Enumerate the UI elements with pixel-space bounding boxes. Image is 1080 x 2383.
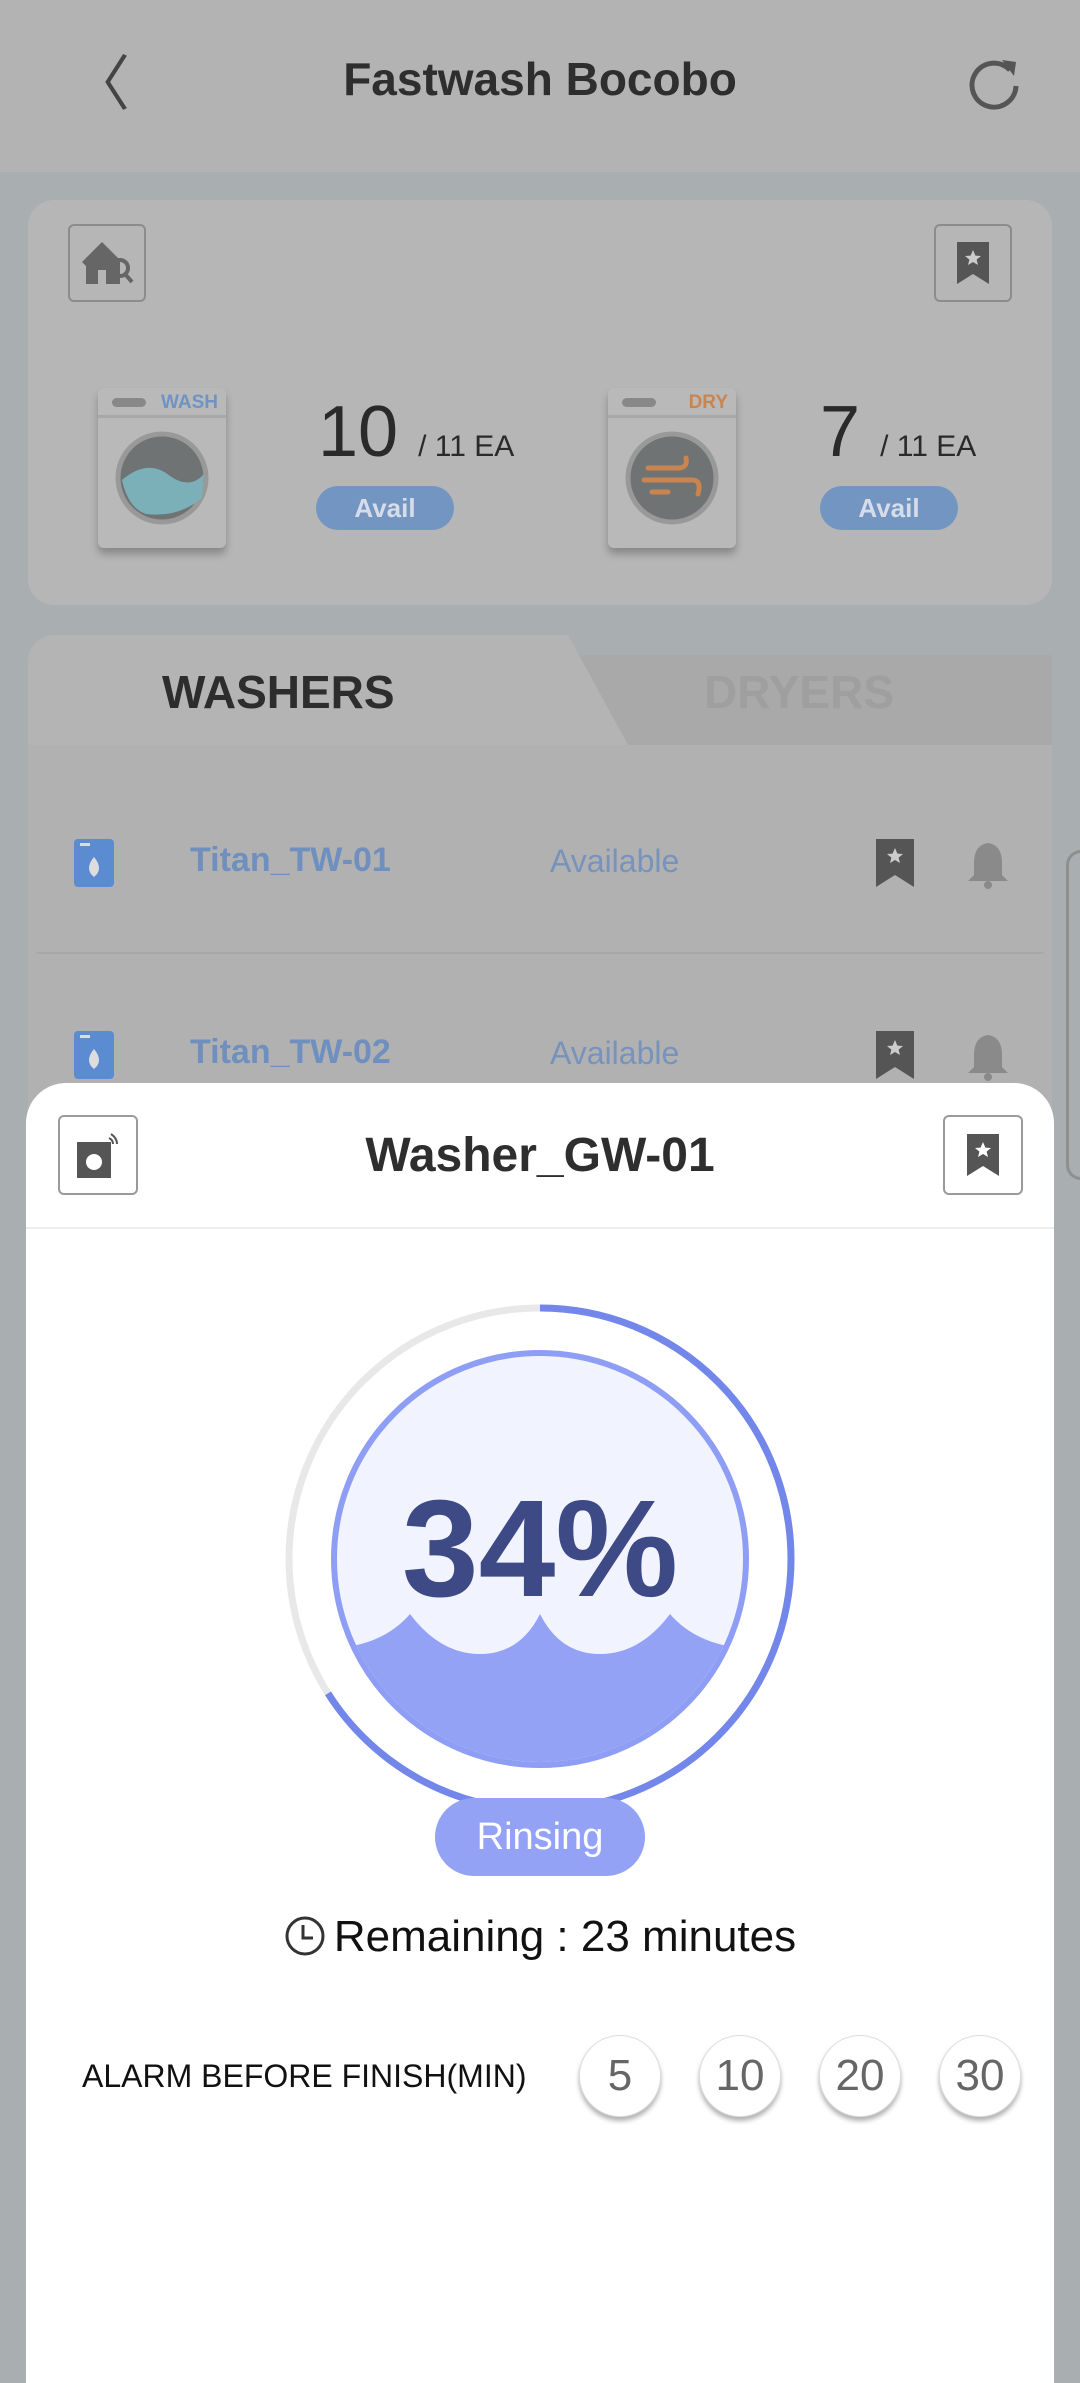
tab-washers-label[interactable]: WASHERS <box>162 666 395 718</box>
list-item[interactable]: Titan_TW-02 Available <box>28 955 1052 1145</box>
refresh-icon <box>969 60 1019 110</box>
list-item[interactable]: Titan_TW-01 Available <box>28 763 1052 953</box>
alarm-30-button[interactable]: 30 <box>939 2035 1021 2117</box>
alarm-10-button[interactable]: 10 <box>699 2035 781 2117</box>
phase-badge: Rinsing <box>435 1798 645 1876</box>
page-title: Fastwash Bocobo <box>343 53 737 105</box>
refresh-button[interactable] <box>964 54 1024 114</box>
chevron-left-icon: 〈 <box>70 51 130 118</box>
dry-avail-badge: Avail <box>820 486 958 530</box>
machine-status: Available <box>550 843 680 879</box>
home-search-icon <box>82 242 134 284</box>
tab-dryers[interactable]: DRYERS <box>704 666 894 718</box>
washer-illustration: WASH <box>98 388 226 548</box>
progress-gauge <box>285 1304 795 1814</box>
remote-washer-button[interactable] <box>58 1115 138 1195</box>
dry-count: 7 / 11 EA <box>820 392 977 472</box>
bookmark-button[interactable] <box>943 1115 1023 1195</box>
remaining-text: Remaining : 23 minutes <box>333 1912 797 1961</box>
store-search-button[interactable] <box>68 224 146 302</box>
bookmark-star-icon <box>967 1134 999 1176</box>
tab-washers[interactable] <box>28 635 628 745</box>
bookmark-icon[interactable] <box>876 1031 914 1079</box>
clock-icon <box>285 1916 325 1956</box>
progress-percent: 34% <box>401 1472 679 1626</box>
remaining-time: Remaining : 23 minutes <box>0 1912 1080 1962</box>
side-handle[interactable] <box>1066 850 1080 1180</box>
alarm-5-button[interactable]: 5 <box>579 2035 661 2117</box>
wash-avail-badge: Avail <box>316 486 454 530</box>
bookmark-star-icon <box>957 242 989 284</box>
alarm-20-button[interactable]: 20 <box>819 2035 901 2117</box>
machine-title: Washer_GW-01 <box>365 1129 715 1182</box>
dryer-illustration: DRY <box>608 388 736 548</box>
bell-icon[interactable] <box>966 1031 1010 1081</box>
smart-washer-icon <box>77 1133 118 1178</box>
summary-card: WASH 10 / 11 EA Avail DRY 7 / 11 EA Avai… <box>28 200 1052 605</box>
dry-label: DRY <box>688 392 728 413</box>
alarm-label: ALARM BEFORE FINISH(MIN) <box>82 2058 527 2094</box>
divider <box>36 952 1044 954</box>
bookmark-button[interactable] <box>934 224 1012 302</box>
machine-name[interactable]: Titan_TW-02 <box>190 1033 391 1071</box>
machine-list: Titan_TW-01 Available Titan_TW-02 Availa… <box>28 745 1052 1145</box>
back-button[interactable]: 〈 <box>70 50 130 120</box>
machine-tabs: WASHERS DRYERS <box>28 635 1052 745</box>
wash-count: 10 / 11 EA <box>318 392 515 472</box>
machine-name[interactable]: Titan_TW-01 <box>190 841 391 879</box>
machine-status: Available <box>550 1035 680 1071</box>
bookmark-icon[interactable] <box>876 839 914 887</box>
washer-icon <box>74 1031 114 1079</box>
divider <box>26 1227 1054 1229</box>
top-bar: 〈 Fastwash Bocobo <box>0 0 1080 172</box>
washer-icon <box>74 839 114 887</box>
wash-label: WASH <box>161 392 218 413</box>
bell-icon[interactable] <box>966 839 1010 889</box>
